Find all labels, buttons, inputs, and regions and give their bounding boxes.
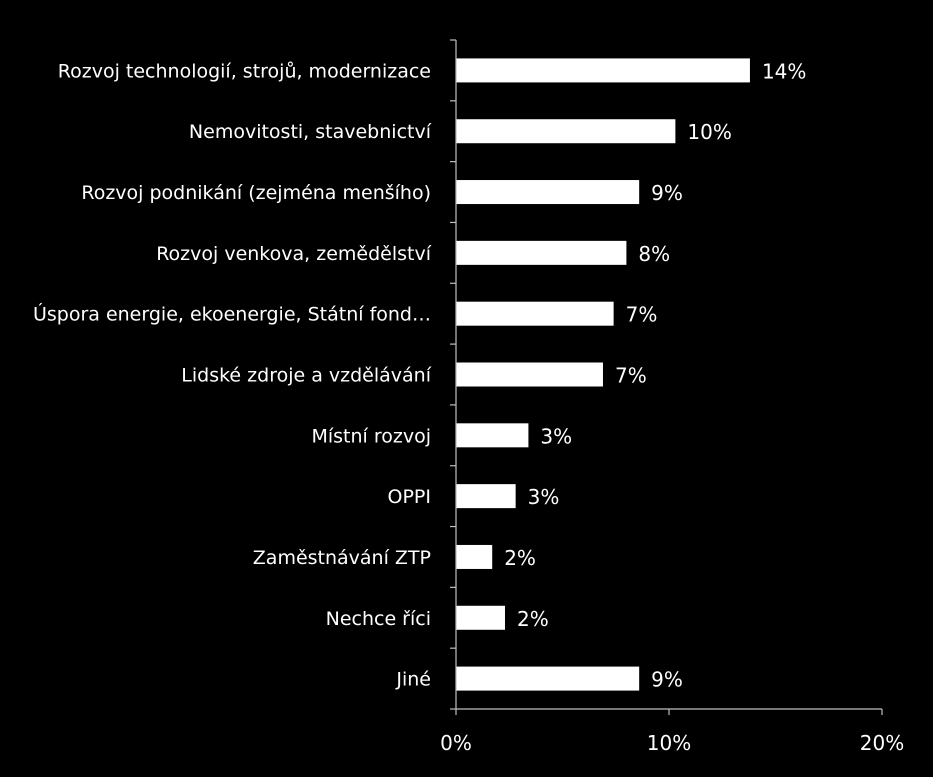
x-tick-label: 0%: [440, 731, 472, 755]
bar: [456, 240, 627, 265]
bars: [456, 58, 750, 691]
category-label: Rozvoj technologií, strojů, modernizace: [58, 60, 431, 82]
bar: [456, 58, 750, 83]
bar: [456, 119, 676, 144]
x-tick-label: 10%: [647, 731, 691, 755]
axes: [450, 39, 883, 715]
bar: [456, 180, 640, 205]
data-label: 3%: [528, 485, 560, 509]
data-label: 8%: [638, 242, 670, 266]
category-label: Místní rozvoj: [311, 425, 431, 447]
category-label: OPPI: [388, 486, 431, 508]
data-label: 9%: [651, 181, 683, 205]
x-tick-label: 20%: [860, 731, 904, 755]
bar: [456, 666, 640, 691]
category-label: Lidské zdroje a vzdělávání: [181, 365, 431, 387]
data-label: 3%: [540, 424, 572, 448]
labels: Rozvoj technologií, strojů, modernizace 1…: [33, 59, 904, 755]
category-label: Jiné: [395, 669, 431, 691]
bar: [456, 605, 505, 630]
bar: [456, 301, 614, 326]
data-label: 7%: [626, 303, 658, 327]
data-label: 2%: [517, 607, 549, 631]
category-label: Nemovitosti, stavebnictví: [189, 121, 432, 143]
data-label: 10%: [687, 120, 731, 144]
category-label: Nechce říci: [326, 608, 431, 630]
data-label: 7%: [615, 364, 647, 388]
bar: [456, 544, 493, 569]
bar: [456, 423, 529, 448]
data-label: 14%: [762, 59, 806, 83]
bar: [456, 362, 603, 387]
category-label: Rozvoj podnikání (zejména menšího): [81, 182, 431, 204]
bar: [456, 484, 516, 509]
data-label: 2%: [504, 546, 536, 570]
category-label: Zaměstnávání ZTP: [253, 547, 431, 569]
category-label: Úspora energie, ekoenergie, Státní fond…: [33, 302, 431, 326]
category-label: Rozvoj venkova, zemědělství: [156, 243, 432, 265]
data-label: 9%: [651, 668, 683, 692]
